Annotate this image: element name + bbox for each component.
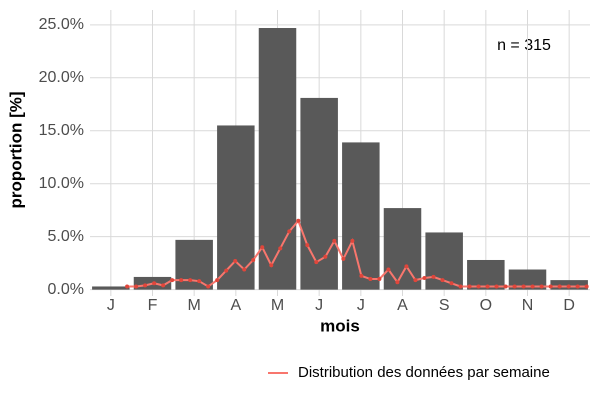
- weekly-point: [350, 238, 355, 243]
- weekly-point: [368, 277, 373, 282]
- bar: [92, 286, 130, 290]
- weekly-point: [278, 246, 283, 251]
- x-tick-label: S: [439, 297, 450, 314]
- y-tick-label: 25.0%: [39, 16, 84, 33]
- y-axis-label: proportion [%]: [6, 91, 25, 208]
- weekly-point: [305, 243, 310, 248]
- bar: [258, 28, 297, 290]
- x-tick-label: D: [563, 297, 575, 314]
- bar: [383, 208, 422, 290]
- x-tick-label: A: [230, 297, 241, 314]
- x-tick-label: F: [148, 297, 158, 314]
- x-tick-label: J: [315, 297, 323, 314]
- weekly-point: [476, 284, 481, 289]
- x-tick-label: M: [188, 297, 201, 314]
- weekly-point: [323, 254, 328, 259]
- annotation: n = 315: [497, 37, 551, 54]
- weekly-point: [170, 278, 175, 283]
- weekly-point: [494, 284, 499, 289]
- weekly-point: [152, 281, 157, 286]
- weekly-point: [359, 273, 364, 278]
- weekly-point: [485, 284, 490, 289]
- weekly-point: [224, 268, 229, 273]
- bar: [508, 269, 547, 290]
- y-tick-label: 15.0%: [39, 122, 84, 139]
- weekly-point: [314, 260, 319, 265]
- weekly-point: [395, 280, 400, 285]
- weekly-point: [143, 283, 148, 288]
- x-tick-label: O: [480, 297, 492, 314]
- weekly-point: [413, 278, 418, 283]
- legend-label: Distribution des données par semaine: [298, 364, 550, 381]
- weekly-point: [197, 279, 202, 284]
- weekly-point: [566, 284, 571, 289]
- y-tick-label: 20.0%: [39, 69, 84, 86]
- x-axis-label: mois: [320, 316, 360, 335]
- weekly-point: [251, 257, 256, 262]
- bar: [175, 239, 213, 290]
- weekly-point: [269, 263, 274, 268]
- y-tick-label: 5.0%: [48, 228, 84, 245]
- weekly-point: [458, 284, 463, 289]
- weekly-point: [503, 284, 508, 289]
- weekly-point: [161, 283, 166, 288]
- weekly-point: [125, 284, 130, 289]
- y-tick-label: 10.0%: [39, 175, 84, 192]
- weekly-point: [134, 284, 139, 289]
- weekly-point: [575, 284, 580, 289]
- x-tick-label: A: [397, 297, 408, 314]
- weekly-point: [512, 284, 517, 289]
- weekly-point: [188, 278, 193, 283]
- bar: [300, 97, 338, 290]
- weekly-point: [557, 284, 562, 289]
- weekly-point: [467, 284, 472, 289]
- x-tick-label: N: [522, 297, 534, 314]
- weekly-point: [584, 284, 589, 289]
- weekly-point: [215, 278, 220, 283]
- weekly-point: [431, 274, 436, 279]
- weekly-point: [179, 278, 184, 283]
- weekly-point: [242, 267, 247, 272]
- weekly-point: [332, 238, 337, 243]
- weekly-point: [287, 229, 292, 234]
- weekly-point: [548, 284, 553, 289]
- weekly-point: [296, 218, 301, 223]
- weekly-point: [377, 277, 382, 282]
- weekly-point: [233, 259, 238, 264]
- weekly-point: [260, 245, 265, 250]
- weekly-point: [341, 256, 346, 261]
- x-tick-label: J: [107, 297, 115, 314]
- x-tick-label: M: [271, 297, 284, 314]
- weekly-point: [539, 284, 544, 289]
- weekly-point: [206, 284, 211, 289]
- weekly-point: [386, 267, 391, 272]
- weekly-point: [521, 284, 526, 289]
- weekly-point: [530, 284, 535, 289]
- weekly-point: [449, 281, 454, 286]
- bar: [342, 142, 380, 290]
- weekly-point: [404, 264, 409, 269]
- y-tick-label: 0.0%: [48, 281, 84, 298]
- x-tick-label: J: [357, 297, 365, 314]
- bar: [467, 259, 505, 290]
- weekly-point: [422, 275, 427, 280]
- weekly-point: [440, 278, 445, 283]
- weekly-line: [127, 218, 587, 288]
